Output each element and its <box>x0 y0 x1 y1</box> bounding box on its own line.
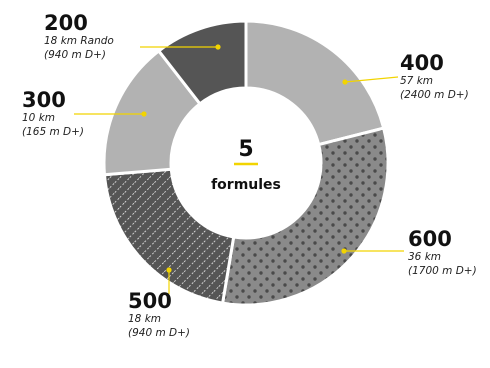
slice-distance-600: 36 km <box>408 251 441 263</box>
leader-dot-300 <box>141 111 147 117</box>
leader-dot-200 <box>215 44 221 50</box>
leader-dot-600 <box>341 248 347 254</box>
slice-200 <box>156 19 248 106</box>
slice-elevation-500: (940 m D+) <box>128 327 190 339</box>
slice-elevation-600: (1700 m D+) <box>408 265 477 277</box>
slice-label-200: 200 <box>44 11 88 35</box>
slice-elevation-300: (165 m D+) <box>22 126 84 138</box>
slice-label-500: 500 <box>128 289 172 313</box>
slice-500 <box>102 167 236 305</box>
slice-600 <box>220 126 390 307</box>
center-caption: formules <box>211 177 281 193</box>
slice-distance-300: 10 km <box>22 112 55 124</box>
leader-line-400 <box>344 76 399 83</box>
center-value: 5 <box>238 137 253 162</box>
slice-distance-200: 18 km Rando <box>44 35 114 47</box>
slice-elevation-400: (2400 m D+) <box>400 89 469 101</box>
slice-400 <box>244 19 386 147</box>
donut-slices <box>102 19 390 307</box>
slice-distance-400: 57 km <box>400 75 433 87</box>
slice-distance-500: 18 km <box>128 313 161 325</box>
slice-label-400: 400 <box>400 51 444 75</box>
slice-elevation-200: (940 m D+) <box>44 49 106 61</box>
slice-label-600: 600 <box>408 227 452 251</box>
center-label: 5 formules <box>211 137 281 193</box>
slice-label-300: 300 <box>22 88 66 112</box>
leader-dot-400 <box>342 79 348 85</box>
leader-dot-500 <box>166 267 172 273</box>
